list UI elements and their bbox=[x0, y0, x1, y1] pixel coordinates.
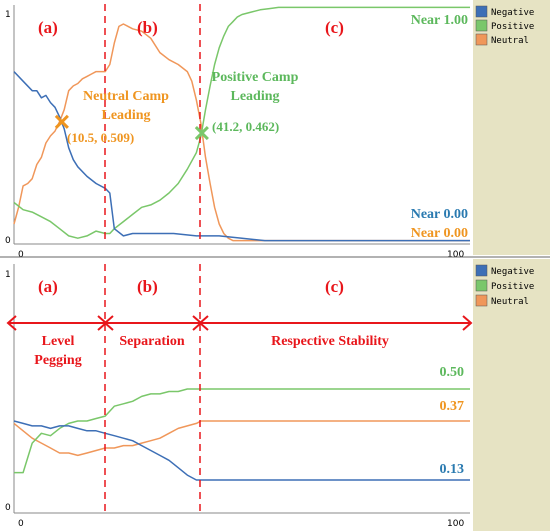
top-series-lines bbox=[13, 6, 470, 242]
phase-span-arrow bbox=[6, 315, 473, 331]
cross-2-label: (41.2, 0.462) bbox=[212, 119, 279, 134]
bottom-phase-b-label: (b) bbox=[137, 277, 158, 296]
phase-arrow-c-left bbox=[198, 315, 209, 331]
neutral-leading-line1: Neutral Camp bbox=[83, 89, 169, 104]
top-panel: 1 0 0 100 (a) (b) (c) Neutral Camp Leadi… bbox=[0, 0, 550, 260]
top-phase-a-label: (a) bbox=[38, 18, 58, 37]
bottom-series-positive bbox=[14, 388, 470, 474]
positive-leading-line2: Leading bbox=[230, 89, 279, 104]
cross-marker-1 bbox=[54, 114, 69, 129]
top-legend-neutral: Neutral bbox=[491, 36, 529, 46]
top-series-negative bbox=[13, 71, 470, 242]
phase-arrow-left bbox=[6, 315, 17, 331]
cross-marker-2 bbox=[194, 125, 209, 141]
near-neutral-label: Near 0.00 bbox=[411, 226, 468, 241]
phase-arrow-b-left bbox=[103, 315, 114, 331]
bottom-legend-swatch-neutral bbox=[475, 294, 488, 307]
phase-name-pegging: Pegging bbox=[34, 353, 81, 368]
cross-1-label: (10.5, 0.509) bbox=[67, 130, 134, 145]
phase-name-level: Level bbox=[42, 334, 75, 349]
bottom-legend-swatch-positive bbox=[475, 279, 488, 292]
top-ytick-1: 1 bbox=[5, 10, 11, 20]
neutral-leading-line2: Leading bbox=[101, 108, 150, 123]
bottom-phase-a-label: (a) bbox=[38, 277, 58, 296]
end-label-neutral: 0.37 bbox=[440, 399, 465, 414]
end-label-positive: 0.50 bbox=[440, 365, 465, 380]
bottom-xtick-100: 100 bbox=[447, 519, 464, 529]
bottom-panel: 1 0 0 100 (a) (b) (c) Level Pegging Sepa… bbox=[5, 259, 550, 531]
top-panel-background bbox=[0, 0, 550, 255]
top-legend-negative: Negative bbox=[491, 8, 534, 18]
bottom-phase-c-label: (c) bbox=[325, 277, 344, 296]
bottom-legend-neutral: Neutral bbox=[491, 297, 529, 307]
top-xtick-0: 0 bbox=[18, 250, 24, 260]
top-legend-swatch-positive bbox=[475, 19, 488, 32]
top-legend-swatch-negative bbox=[475, 5, 488, 18]
end-label-negative: 0.13 bbox=[440, 462, 465, 477]
phase-arrow-right bbox=[462, 315, 473, 331]
top-legend-positive: Positive bbox=[491, 22, 534, 32]
bottom-xtick-0: 0 bbox=[18, 519, 24, 529]
bottom-legend-positive: Positive bbox=[491, 282, 534, 292]
bottom-series-neutral bbox=[13, 420, 470, 457]
near-negative-label: Near 0.00 bbox=[411, 207, 468, 222]
near-positive-label: Near 1.00 bbox=[411, 13, 468, 28]
top-xtick-100: 100 bbox=[447, 250, 464, 260]
top-ytick-0: 0 bbox=[5, 236, 11, 246]
bottom-series-lines bbox=[13, 388, 470, 481]
phase-name-respective-stability: Respective Stability bbox=[271, 334, 389, 349]
bottom-series-negative bbox=[13, 420, 470, 481]
bottom-legend-swatch-negative bbox=[475, 264, 488, 277]
bottom-legend-negative: Negative bbox=[491, 267, 534, 277]
bottom-ytick-1: 1 bbox=[5, 270, 11, 280]
top-series-neutral bbox=[13, 23, 470, 242]
top-series-positive bbox=[13, 6, 470, 239]
top-phase-c-label: (c) bbox=[325, 18, 344, 37]
cross-2-stroke-b bbox=[194, 125, 209, 141]
top-legend-swatch-neutral bbox=[475, 33, 488, 46]
cross-1-stroke-b bbox=[54, 114, 69, 129]
bottom-ytick-0: 0 bbox=[5, 503, 11, 513]
top-phase-b-label: (b) bbox=[137, 18, 158, 37]
positive-leading-line1: Positive Camp bbox=[212, 70, 299, 85]
phase-name-separation: Separation bbox=[119, 334, 185, 349]
